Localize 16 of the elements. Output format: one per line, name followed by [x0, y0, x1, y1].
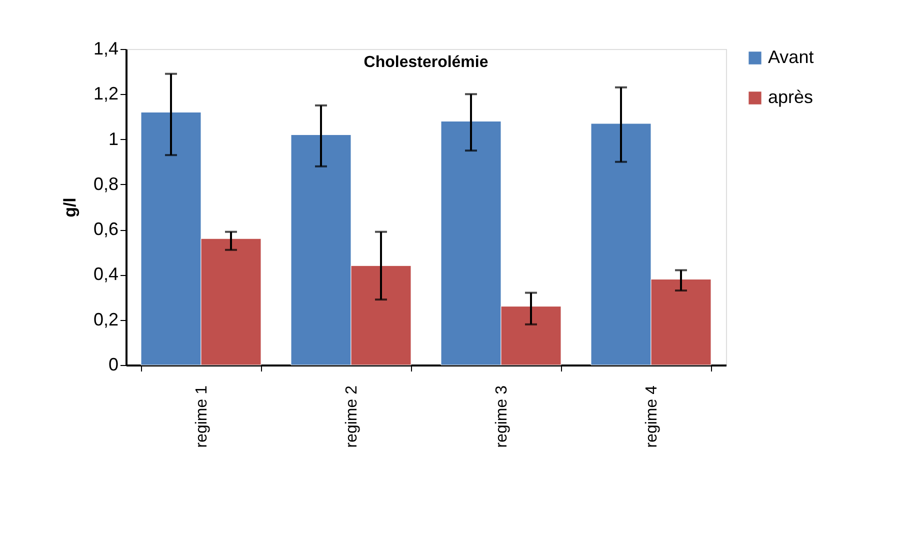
y-tick-label: 0,8 [93, 174, 118, 194]
y-axis-title: g/l [60, 198, 80, 218]
x-tick-label: regime 1 [194, 385, 210, 448]
y-tick-label: 1,2 [93, 84, 118, 104]
chart-title: Cholesterolémie [364, 54, 488, 71]
legend-label: Avant [768, 47, 814, 67]
x-tick-label: regime 4 [644, 385, 660, 448]
x-tick-label: regime 3 [494, 385, 510, 448]
y-tick-label: 0,6 [93, 219, 118, 240]
x-tick-label: regime 2 [344, 385, 360, 448]
y-tick-label: 0,2 [93, 309, 118, 330]
y-tick-label: 0 [108, 354, 118, 374]
y-tick-label: 1,4 [93, 38, 118, 58]
y-tick-label: 1 [108, 128, 118, 149]
legend-label: après [768, 87, 814, 107]
y-tick-label: 0,4 [93, 264, 118, 284]
